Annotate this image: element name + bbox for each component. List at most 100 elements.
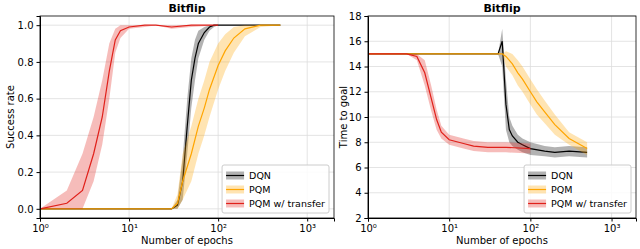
tick: 14 [349, 61, 368, 72]
tick-mark [365, 193, 369, 194]
grid-line [368, 66, 636, 67]
legend-label: DQN [551, 170, 573, 181]
tick-label: 0.4 [18, 130, 34, 141]
tick-label: 2 [355, 213, 361, 224]
line [368, 54, 530, 149]
legend-line [226, 175, 244, 176]
plot-frame [40, 16, 334, 218]
legend-swatch [528, 200, 546, 208]
band [368, 51, 587, 155]
tick: 10² [523, 218, 540, 234]
grid-line [40, 98, 334, 99]
x-axis-title: Number of epochs [141, 235, 233, 246]
tick: 0.6 [18, 93, 40, 104]
tick-label: 16 [349, 36, 362, 47]
tick-label: 10¹ [121, 223, 138, 234]
grid [40, 16, 334, 218]
legend-line [528, 203, 546, 204]
tick-label: 10³ [299, 223, 316, 234]
tick-mark [37, 25, 41, 26]
y-axis-title: Success rate [5, 85, 16, 149]
legend-swatch [528, 186, 546, 194]
tick-mark [449, 218, 450, 222]
grid-line [368, 117, 636, 118]
y-axis: 2 4 6 8 10 12 14 16 18 [349, 11, 369, 224]
tick-label: 10⁰ [360, 223, 377, 234]
tick-label: 0.6 [18, 93, 34, 104]
tick-label: 6 [355, 162, 361, 173]
tick: 10¹ [441, 218, 458, 234]
tick-mark [37, 135, 41, 136]
y-axis: 0.00.20.40.60.81.0 [18, 17, 41, 219]
tick: 10⁰ [32, 218, 49, 234]
legend-line [528, 175, 546, 176]
tick: 10 [349, 112, 368, 123]
x-axis-title: Number of epochs [456, 235, 548, 246]
y-axis-title: Time to goal [338, 86, 349, 149]
tick: 18 [349, 11, 368, 22]
axis-line [37, 17, 41, 219]
plot-area [368, 29, 587, 158]
tick-mark [365, 142, 369, 143]
tick: 16 [349, 36, 368, 47]
tick: 4 [355, 187, 368, 198]
tick-mark [530, 218, 531, 222]
legend-label: PQM [249, 184, 270, 195]
grid-line [129, 16, 130, 218]
tick-mark [37, 99, 41, 100]
band [368, 54, 530, 154]
tick: 10³ [299, 218, 316, 234]
legend-swatch [226, 186, 244, 194]
grid-line [40, 61, 334, 62]
tick-label: 10¹ [441, 223, 458, 234]
x-axis: 10⁰ 10¹ 10² 10³ [32, 218, 334, 234]
tick: 2 [355, 213, 368, 224]
legend-label: PQM w/ transfer [249, 198, 325, 209]
tick-mark [365, 16, 369, 17]
tick-label: 10 [349, 112, 362, 123]
legend: DQNPQMPQM w/ transfer [524, 165, 631, 213]
tick: 6 [355, 162, 368, 173]
tick: 10⁰ [360, 218, 377, 234]
band [368, 29, 587, 158]
tick-mark [365, 218, 369, 219]
tick: 1.0 [18, 20, 40, 31]
tick-mark [129, 218, 130, 222]
tick-label: 1.0 [18, 20, 34, 31]
tick-mark [365, 92, 369, 93]
tick: 10³ [604, 218, 621, 234]
line [368, 54, 587, 149]
tick-mark [37, 209, 41, 210]
legend-line [226, 189, 244, 190]
tick-label: 12 [349, 86, 362, 97]
tick-mark [37, 62, 41, 63]
tick: 10² [210, 218, 227, 234]
tick-label: 0.8 [18, 57, 34, 68]
axis-line [365, 17, 369, 219]
legend-label: DQN [249, 170, 271, 181]
figure: 10⁰10¹10²10³0.00.20.40.60.81.0BitflipNum… [0, 0, 640, 249]
legend-label: PQM w/ transfer [551, 198, 627, 209]
legend-swatch [226, 172, 244, 180]
tick-label: 4 [355, 187, 361, 198]
tick-label: 8 [355, 137, 361, 148]
tick-label: 10² [210, 223, 227, 234]
legend-box [222, 165, 329, 213]
line [40, 25, 218, 209]
tick-label: 18 [349, 11, 362, 22]
legend-box [524, 165, 631, 213]
tick-label: 10³ [604, 223, 621, 234]
tick-label: 0.2 [18, 167, 34, 178]
panel: 10⁰ 10¹ 10² 10³ 2 4 6 8 10 12 14 16 18 Bitflip Number … [338, 2, 637, 246]
tick-label: 14 [349, 61, 362, 72]
legend: DQN PQM PQM w/ transfer [222, 165, 329, 213]
tick-mark [37, 172, 41, 173]
tick-mark [365, 168, 369, 169]
grid-line [368, 91, 636, 92]
tick: 0.4 [18, 130, 40, 141]
tick: 0.2 [18, 167, 40, 178]
title: Bitflip [483, 2, 520, 15]
legend-swatch [226, 200, 244, 208]
axis-line [369, 219, 637, 222]
tick: 12 [349, 86, 368, 97]
